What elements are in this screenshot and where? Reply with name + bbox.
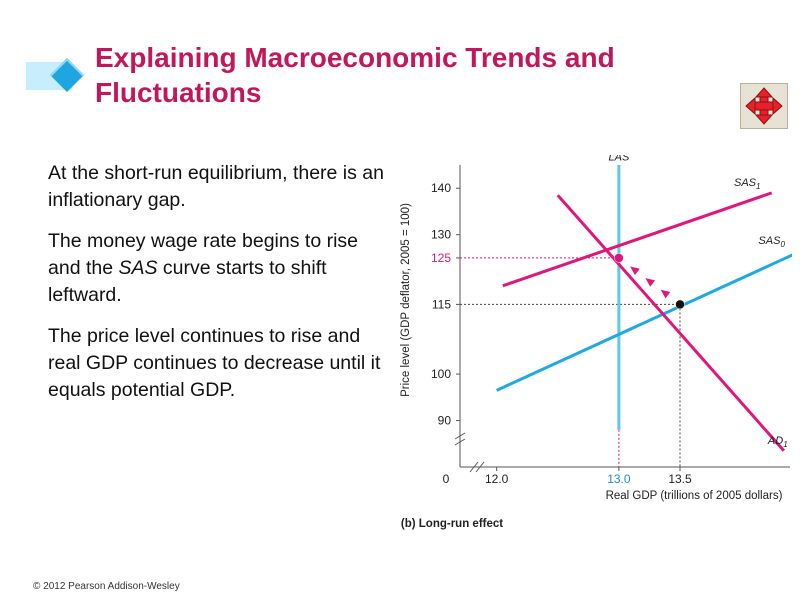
curve-label-subscript: 1 bbox=[783, 440, 787, 449]
las-label: LAS bbox=[608, 155, 629, 163]
sas-1-label: SAS1 bbox=[734, 177, 760, 191]
paragraph-text: The money wage rate begins to rise and t… bbox=[48, 230, 359, 279]
x-tick-label: 13.0 bbox=[607, 472, 631, 486]
equilibrium-point bbox=[614, 253, 624, 263]
ad-1-label: AD1 bbox=[767, 435, 788, 449]
y-tick-label: 100 bbox=[431, 367, 451, 381]
ad-1-curve bbox=[556, 194, 786, 452]
paragraph-adjustment: The price level continues to rise and re… bbox=[48, 323, 393, 404]
chart-caption: (b) Long-run effect bbox=[401, 518, 503, 530]
adjustment-path-arrow bbox=[660, 289, 671, 299]
equilibrium-point bbox=[675, 299, 685, 310]
y-tick-label: 140 bbox=[431, 181, 451, 195]
paragraph-text: At the short-run equilibrium, there is a… bbox=[48, 162, 384, 211]
sas-0-curve bbox=[496, 253, 792, 392]
x-axis-break-mark bbox=[475, 461, 485, 473]
adjustment-path-arrow bbox=[645, 278, 656, 287]
sas-term: SAS bbox=[118, 257, 158, 279]
curve-label-subscript: 1 bbox=[756, 182, 760, 191]
y-tick-label: 90 bbox=[438, 414, 452, 428]
y-axis-title: Price level (GDP deflator, 2005 = 100) bbox=[400, 203, 412, 397]
slide-title: Explaining Macroeconomic Trends and Fluc… bbox=[95, 42, 615, 108]
origin-label: 0 bbox=[443, 472, 450, 486]
paragraph-wage-rise: The money wage rate begins to rise and t… bbox=[48, 228, 393, 309]
sas-1-curve bbox=[502, 191, 773, 288]
four-way-arrows-icon bbox=[745, 87, 783, 125]
x-tick-label: 13.5 bbox=[668, 472, 692, 486]
y-tick-label: 115 bbox=[432, 297, 451, 311]
y-tick-label: 125 bbox=[431, 251, 451, 265]
x-axis-break-mark bbox=[469, 461, 479, 473]
paragraph-text: The price level continues to rise and re… bbox=[48, 325, 381, 401]
y-tick-label: 130 bbox=[431, 228, 451, 242]
explanation-text: At the short-run equilibrium, there is a… bbox=[48, 160, 393, 418]
copyright-notice: © 2012 Pearson Addison-Wesley bbox=[33, 581, 180, 592]
navigation-button[interactable] bbox=[740, 83, 788, 129]
paragraph-inflationary-gap: At the short-run equilibrium, there is a… bbox=[48, 160, 393, 214]
x-axis-title: Real GDP (trillions of 2005 dollars) bbox=[606, 490, 783, 502]
curve-label-subscript: 0 bbox=[780, 240, 785, 249]
adjustment-path-arrow bbox=[630, 266, 640, 276]
paragraph-text: curve starts to shift leftward. bbox=[48, 257, 327, 306]
y-axis-break-mark bbox=[454, 432, 466, 440]
y-axis-break-mark bbox=[454, 438, 466, 446]
sas-0-label: SAS0 bbox=[758, 235, 785, 249]
long-run-effect-chart: 0 90 100 115 125 130 140 12.0 13.0 13.5 LAS SAS1 SAS… bbox=[400, 155, 792, 530]
x-tick-label: 12.0 bbox=[485, 472, 509, 486]
